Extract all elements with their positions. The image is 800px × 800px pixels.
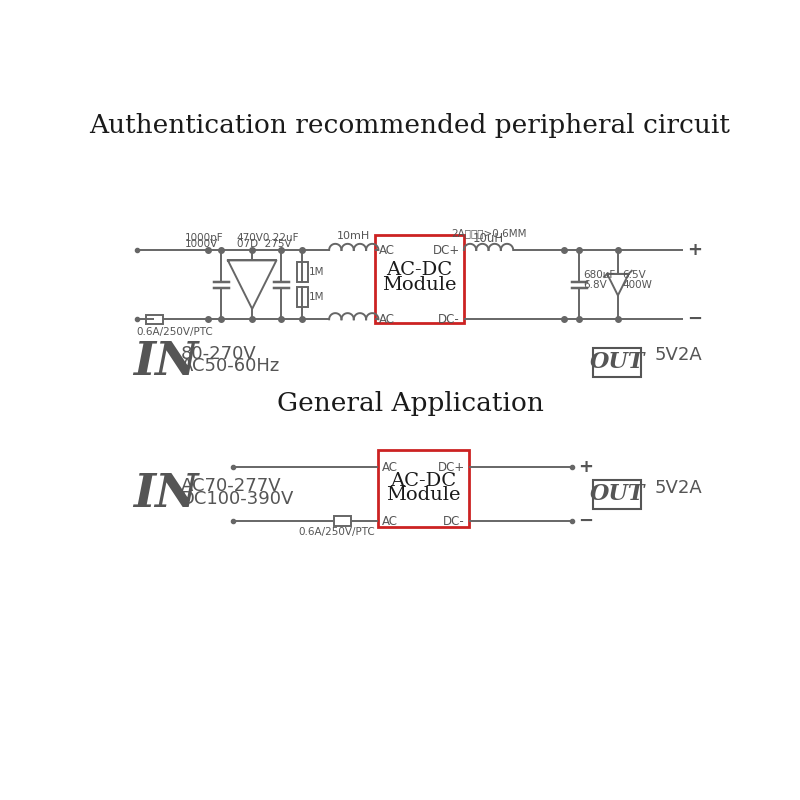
Text: DC+: DC+ <box>438 461 465 474</box>
Text: 1000V: 1000V <box>185 239 218 249</box>
Text: DC+: DC+ <box>433 243 460 257</box>
Bar <box>334 517 350 526</box>
Text: Module: Module <box>382 276 457 294</box>
Text: −: − <box>578 512 593 530</box>
Text: 400W: 400W <box>622 280 652 290</box>
Text: 680uF: 680uF <box>583 270 615 281</box>
Bar <box>594 480 641 510</box>
Text: IN: IN <box>133 471 198 517</box>
Text: 0.6A/250V/PTC: 0.6A/250V/PTC <box>137 326 214 337</box>
Text: 07D  275V: 07D 275V <box>237 239 291 249</box>
Text: 1000pF: 1000pF <box>185 233 224 242</box>
Text: IN: IN <box>133 338 198 385</box>
Text: 2A时线径>0.6MM: 2A时线径>0.6MM <box>450 228 526 238</box>
Text: General Application: General Application <box>277 391 543 417</box>
Text: AC-DC: AC-DC <box>390 472 456 490</box>
Text: 1M: 1M <box>308 267 324 278</box>
Text: Authentication recommended peripheral circuit: Authentication recommended peripheral ci… <box>90 113 730 138</box>
Text: OUT: OUT <box>590 350 645 373</box>
Text: AC: AC <box>379 313 395 326</box>
Text: DC-: DC- <box>443 514 465 527</box>
Text: 5V2A: 5V2A <box>655 479 702 497</box>
Text: OUT: OUT <box>590 483 645 505</box>
Bar <box>146 314 163 324</box>
Bar <box>375 234 464 323</box>
Text: AC: AC <box>382 514 398 527</box>
Text: 6.5V: 6.5V <box>622 270 646 281</box>
Bar <box>378 450 469 527</box>
Text: DC-: DC- <box>438 313 460 326</box>
Text: 0.6A/250V/PTC: 0.6A/250V/PTC <box>298 527 375 537</box>
Text: 5V2A: 5V2A <box>655 346 702 365</box>
Text: AC50-60Hz: AC50-60Hz <box>181 358 280 375</box>
Text: 10uH: 10uH <box>473 232 504 246</box>
Text: 1M: 1M <box>308 292 324 302</box>
Text: AC-DC: AC-DC <box>386 261 453 278</box>
Text: −: − <box>687 310 702 328</box>
Text: +: + <box>687 241 702 259</box>
Text: 6.8V: 6.8V <box>583 280 607 290</box>
Text: Module: Module <box>386 486 460 504</box>
Text: 80-270V: 80-270V <box>181 345 256 363</box>
Text: +: + <box>578 458 593 476</box>
Text: 470V0.22uF: 470V0.22uF <box>237 233 299 242</box>
Bar <box>297 287 307 307</box>
Text: AC: AC <box>382 461 398 474</box>
Text: 10mH: 10mH <box>337 231 370 242</box>
Text: AC: AC <box>379 243 395 257</box>
Bar <box>297 262 307 282</box>
Bar <box>594 348 641 377</box>
Text: DC100-390V: DC100-390V <box>181 490 294 508</box>
Text: AC70-277V: AC70-277V <box>181 478 281 495</box>
